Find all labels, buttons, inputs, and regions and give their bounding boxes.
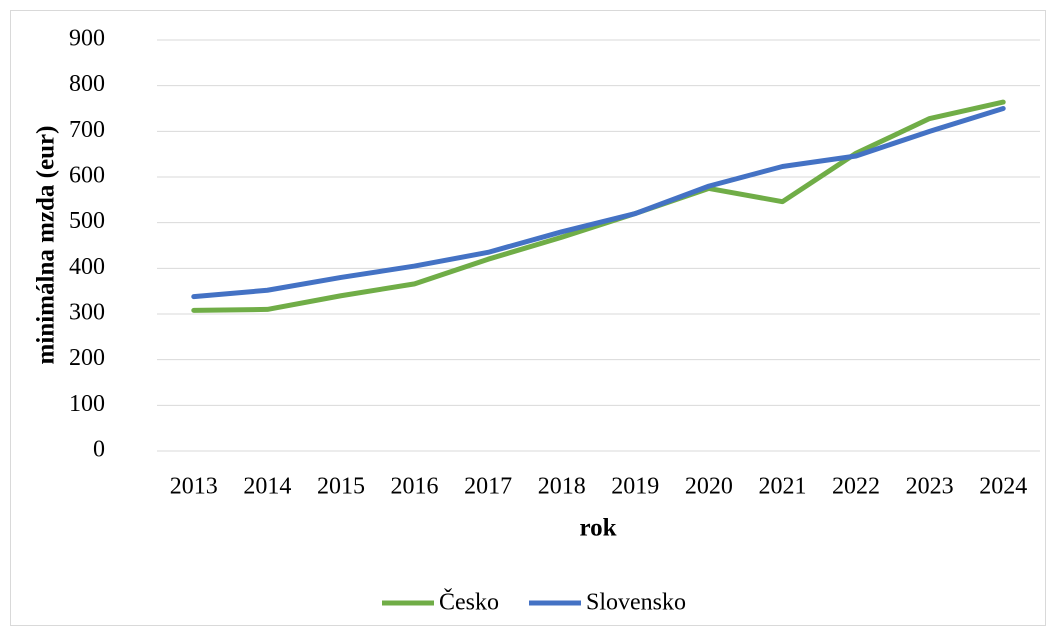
x-tick-label: 2014: [243, 474, 291, 500]
y-axis-title: minimálna mzda (eur): [33, 126, 60, 365]
y-tick-label: 900: [69, 26, 105, 52]
y-tick-label: 700: [69, 117, 105, 143]
y-tick-label: 0: [93, 437, 105, 463]
x-tick-label: 2023: [906, 474, 954, 500]
y-tick-label: 600: [69, 163, 105, 189]
x-axis-title: rok: [579, 515, 616, 542]
x-tick-label: 2020: [685, 474, 733, 500]
x-tick-label: 2021: [758, 474, 806, 500]
x-tick-label: 2013: [170, 474, 218, 500]
x-tick-label: 2016: [391, 474, 439, 500]
x-tick-label: 2019: [611, 474, 659, 500]
y-tick-label: 500: [69, 208, 105, 234]
legend-label: Česko: [439, 589, 499, 616]
x-tick-label: 2024: [979, 474, 1027, 500]
chart-border: [10, 10, 1046, 626]
y-tick-label: 100: [69, 391, 105, 417]
y-tick-label: 400: [69, 254, 105, 280]
x-tick-label: 2017: [464, 474, 512, 500]
legend-label: Slovensko: [586, 590, 686, 616]
x-tick-label: 2022: [832, 474, 880, 500]
line-series: [191, 99, 1006, 313]
x-tick-label: 2018: [538, 474, 586, 500]
x-tick-label: 2015: [317, 474, 365, 500]
y-tick-label: 800: [69, 71, 105, 97]
y-tick-label: 200: [69, 345, 105, 371]
line-series: [191, 106, 1006, 300]
y-tick-label: 300: [69, 300, 105, 326]
